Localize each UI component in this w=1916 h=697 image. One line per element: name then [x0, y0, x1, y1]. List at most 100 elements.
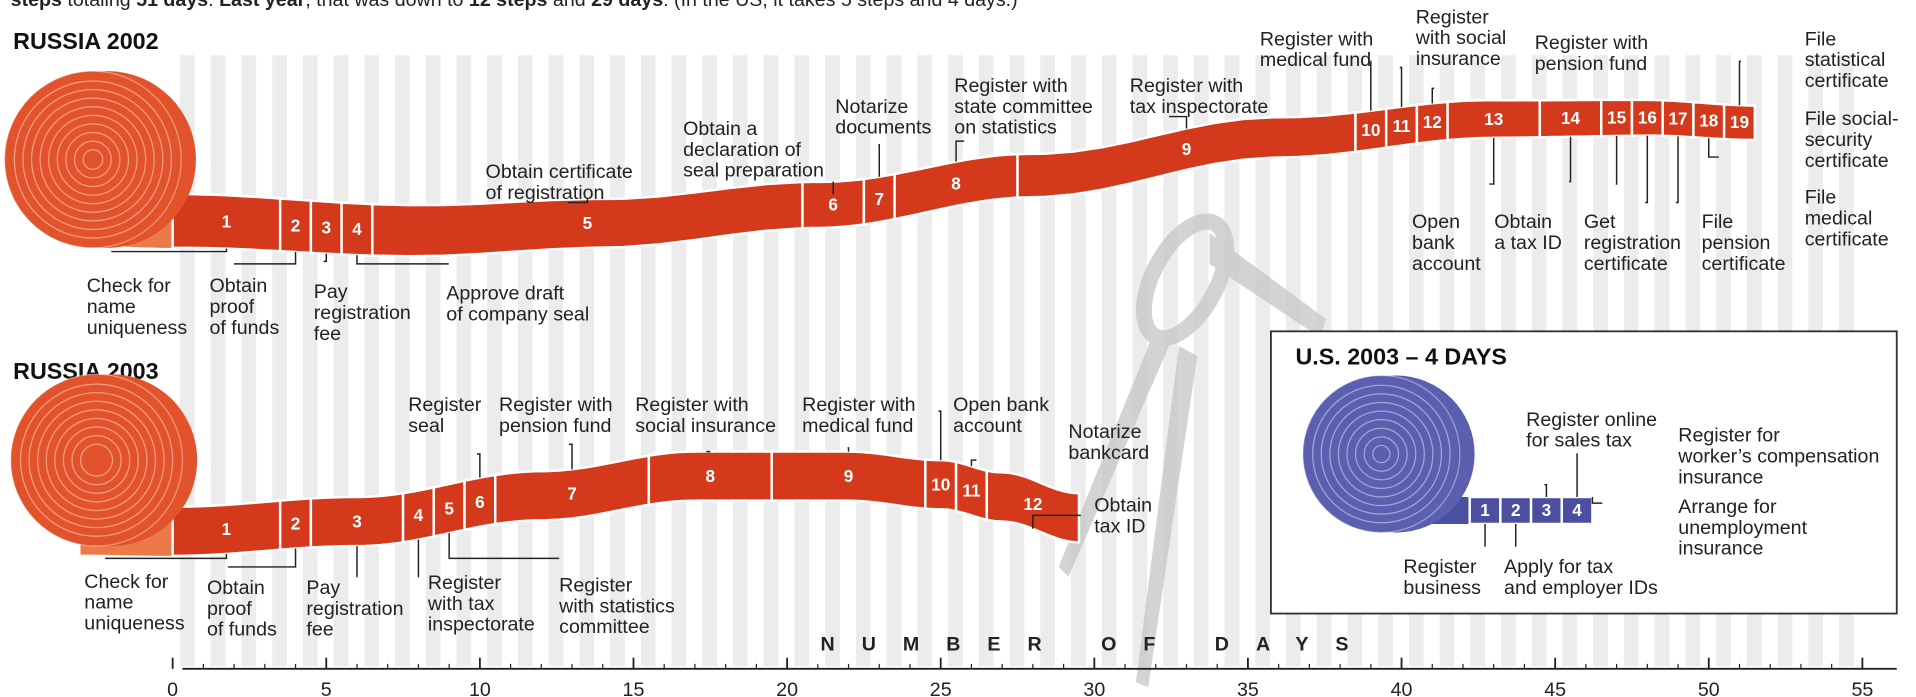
step-number: 1 — [1480, 500, 1490, 520]
step-label: registration — [1584, 232, 1681, 254]
section-title: U.S. 2003 – 4 DAYS — [1295, 343, 1507, 369]
step-label: certificate — [1805, 228, 1889, 250]
leader-line — [1577, 454, 1578, 497]
step-label: medical — [1805, 208, 1873, 230]
day-stripe — [641, 55, 656, 666]
x-tick-label: 25 — [930, 679, 952, 697]
step-label: Register with — [1130, 75, 1243, 97]
step-number: 3 — [321, 217, 331, 237]
step-label: Register with — [635, 394, 748, 416]
step-label: Obtain a — [683, 118, 757, 140]
step-number: 13 — [1484, 109, 1503, 129]
step-label: for sales tax — [1526, 430, 1632, 452]
step-label: tax ID — [1094, 516, 1145, 538]
step-number: 12 — [1423, 112, 1442, 132]
step-number: 1 — [222, 519, 232, 539]
step-number: 14 — [1561, 108, 1581, 128]
x-tick-label: 45 — [1544, 679, 1566, 697]
step-number: 11 — [962, 481, 981, 501]
step-label: bank — [1412, 232, 1455, 254]
step-label: Pay — [314, 281, 348, 303]
step-label: Get — [1584, 211, 1616, 233]
step-label: registration — [314, 302, 411, 324]
step-label: Check for — [84, 571, 168, 593]
step-number: 11 — [1392, 116, 1411, 136]
day-stripe — [395, 55, 410, 666]
step-label: a tax ID — [1494, 232, 1562, 254]
step-label: business — [1403, 577, 1481, 599]
day-stripe — [856, 55, 871, 666]
step-number: 1 — [222, 212, 232, 232]
infographic: steps totaling 51 days. Last year, that … — [0, 0, 1916, 697]
x-tick-label: 20 — [776, 679, 798, 697]
leader-line — [1484, 524, 1485, 546]
x-tick-label: 5 — [321, 679, 332, 697]
step-label: tax inspectorate — [1130, 96, 1269, 118]
step-label: Register with — [1260, 28, 1373, 50]
day-stripe — [1040, 55, 1055, 666]
step-label: Register — [408, 394, 482, 416]
roll-face — [11, 374, 183, 546]
step-number: 4 — [414, 505, 424, 525]
step-number: 5 — [444, 498, 454, 518]
leader-line — [1516, 524, 1517, 546]
step-label: Approve draft — [446, 282, 564, 304]
step-label: pension fund — [499, 415, 611, 437]
step-label: certificate — [1805, 150, 1889, 172]
step-number: 10 — [931, 474, 950, 494]
step-number: 6 — [475, 492, 485, 512]
step-label: proof — [209, 296, 254, 318]
step-label: Notarize — [1068, 421, 1141, 443]
step-label: Obtain certificate — [486, 161, 633, 183]
step-label: of funds — [209, 317, 279, 339]
step-label: with social — [1415, 27, 1507, 49]
step-number: 10 — [1361, 120, 1380, 140]
day-stripe — [1071, 55, 1086, 666]
step-label: pension fund — [1535, 53, 1647, 75]
day-stripe — [303, 55, 318, 666]
step-label: insurance — [1678, 538, 1763, 560]
day-stripe — [979, 55, 994, 666]
step-label: seal preparation — [683, 160, 824, 182]
step-label: Register with — [802, 394, 915, 416]
step-label: fee — [314, 323, 341, 345]
step-label: Obtain — [1094, 495, 1152, 517]
step-label: File — [1702, 211, 1734, 233]
step-number: 2 — [1511, 500, 1521, 520]
axis-label: NUMBER OF DAYS — [821, 633, 1376, 655]
step-number: 17 — [1669, 108, 1688, 128]
day-stripe — [917, 55, 932, 666]
step-number: 16 — [1638, 108, 1657, 128]
step-label: Register — [1403, 556, 1477, 578]
step-number: 3 — [1542, 500, 1552, 520]
step-label: Register with — [954, 75, 1067, 97]
step-number: 3 — [352, 511, 362, 531]
step-label: declaration of — [683, 139, 801, 161]
intro-run: Last year — [219, 0, 306, 11]
x-tick-label: 35 — [1237, 679, 1259, 697]
section-title: RUSSIA 2002 — [13, 28, 159, 54]
step-label: registration — [306, 598, 403, 620]
x-tick-label: 10 — [469, 679, 491, 697]
step-label: Apply for tax — [1504, 556, 1613, 578]
step-number: 18 — [1699, 111, 1719, 131]
intro-run: , that was down to — [305, 0, 469, 11]
step-number: 2 — [291, 514, 301, 534]
step-number: 8 — [706, 466, 716, 486]
step-number: 19 — [1730, 112, 1749, 132]
x-tick-label: 55 — [1851, 679, 1873, 697]
step-number: 7 — [874, 189, 884, 209]
step-number: 6 — [828, 194, 838, 214]
step-label: with tax — [427, 593, 495, 615]
step-label: Notarize — [835, 96, 908, 118]
step-label: fee — [306, 619, 333, 641]
step-number: 5 — [583, 213, 593, 233]
step-number: 9 — [1182, 139, 1192, 159]
step-label: pension — [1702, 232, 1771, 254]
intro-run: totaling — [62, 0, 136, 11]
day-stripe — [334, 55, 349, 666]
day-stripe — [211, 55, 226, 666]
step-label: Register — [428, 572, 502, 594]
step-number: 8 — [951, 174, 961, 194]
step-label: statistical — [1805, 49, 1886, 71]
